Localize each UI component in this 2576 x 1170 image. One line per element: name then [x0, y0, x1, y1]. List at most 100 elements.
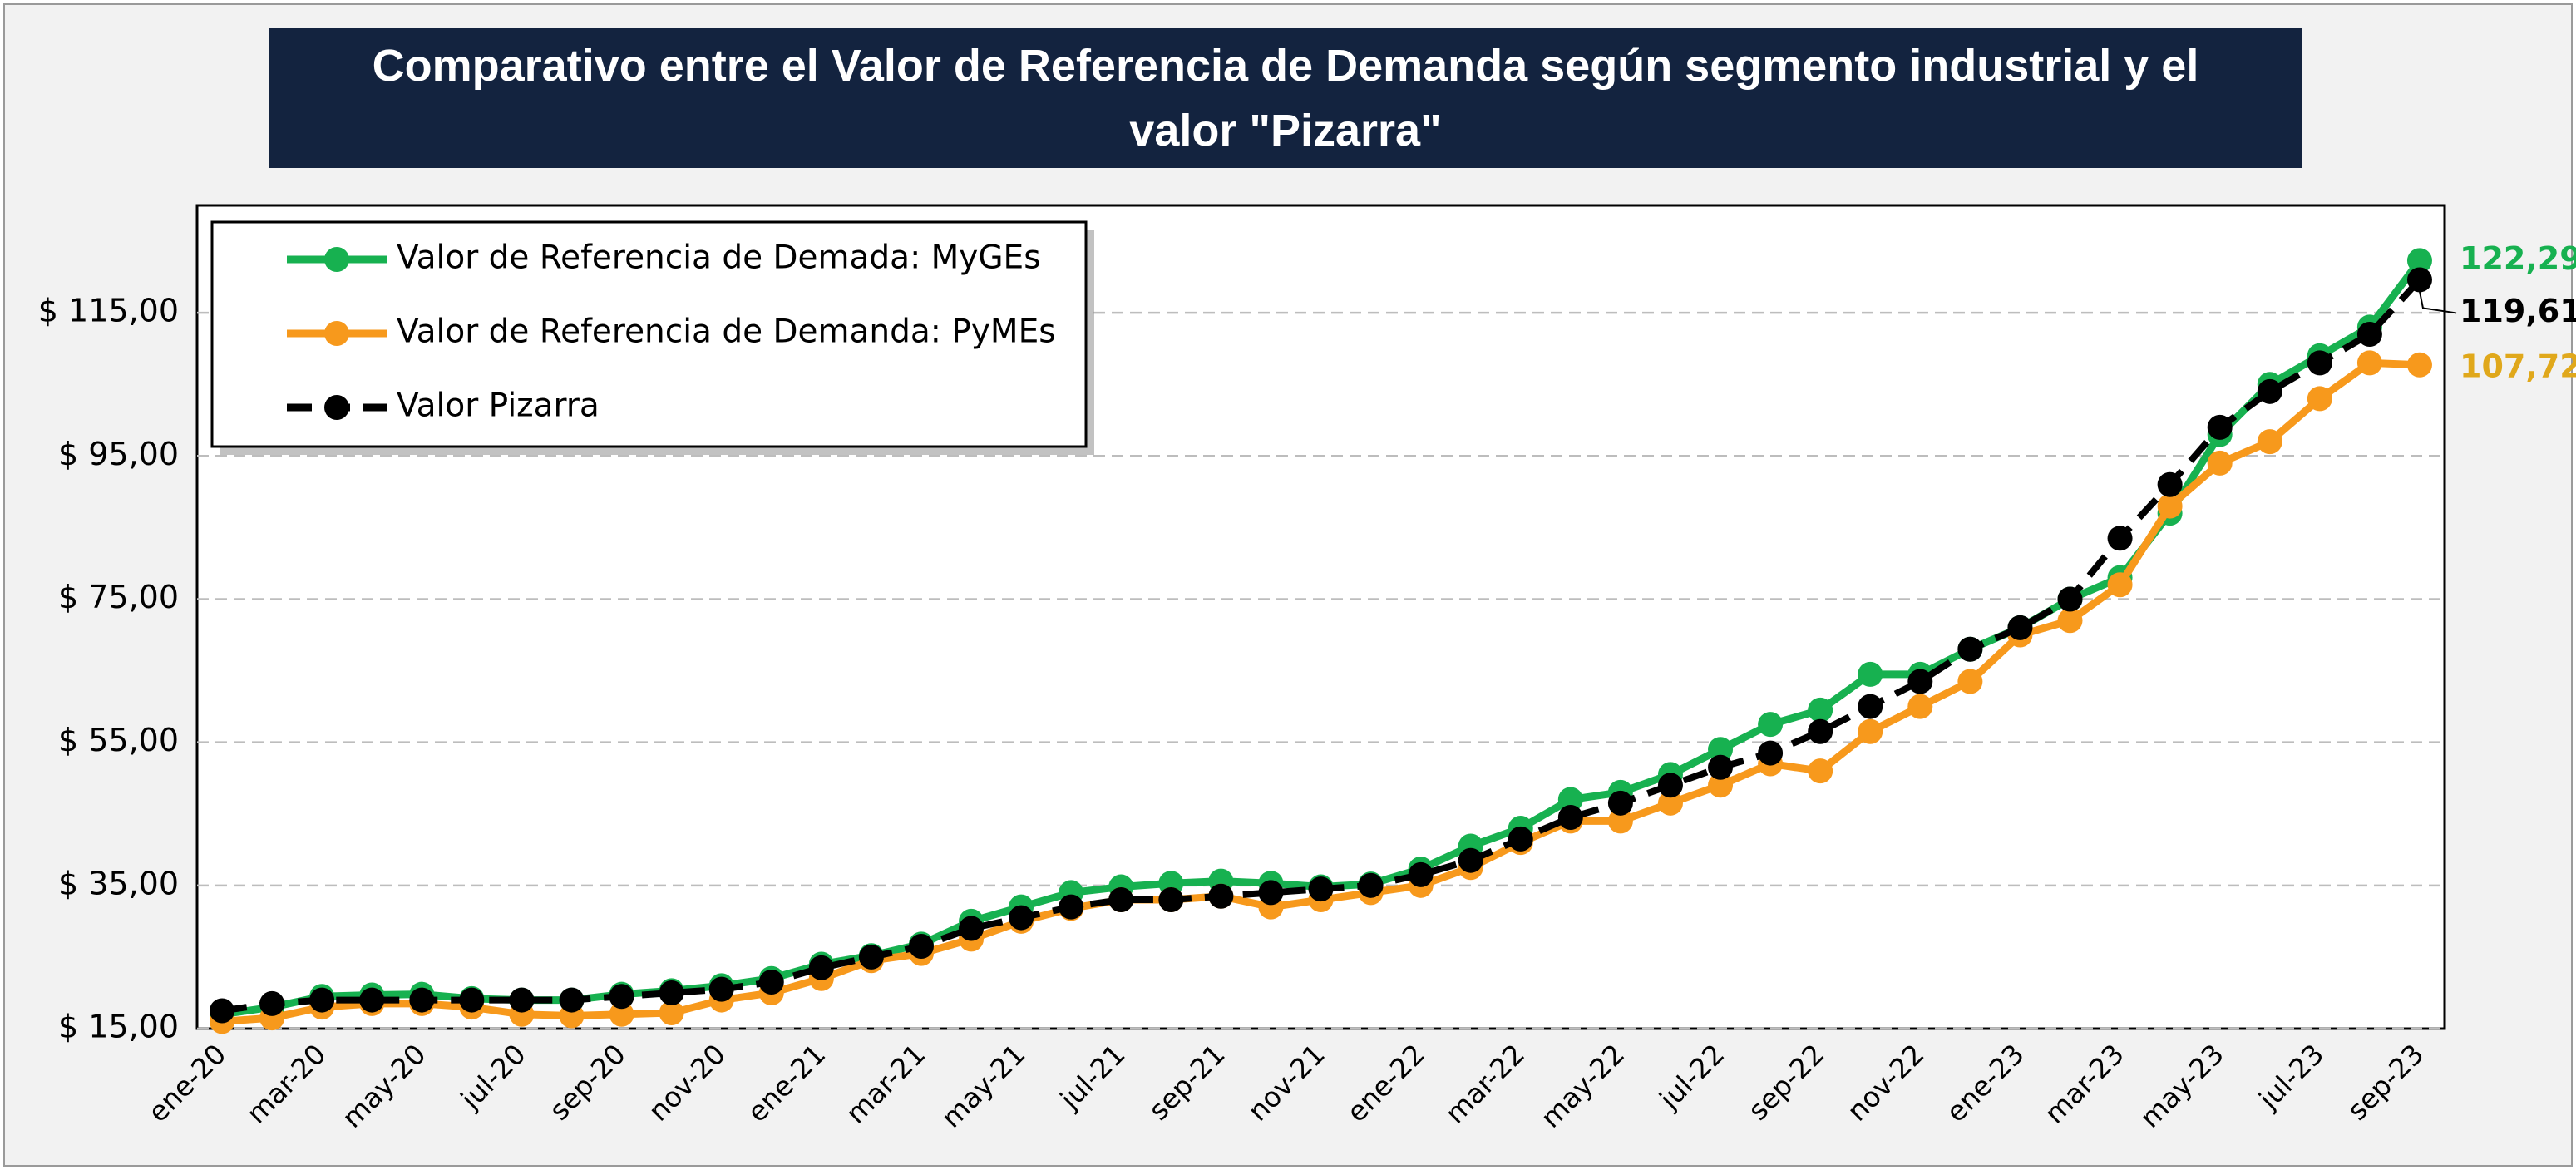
data-point	[1208, 883, 1234, 909]
data-point	[1508, 826, 1533, 852]
x-tick-label: ene-20	[141, 1038, 232, 1128]
x-tick-label: may-23	[2134, 1038, 2230, 1134]
data-point	[1957, 669, 1983, 694]
data-point	[1557, 805, 1583, 831]
x-tick-label: jul-22	[1652, 1038, 1730, 1116]
y-tick-label: $ 55,00	[58, 722, 179, 758]
x-tick-label: may-20	[336, 1038, 432, 1134]
data-point	[858, 944, 884, 970]
data-point	[1158, 887, 1184, 913]
data-point	[1458, 847, 1483, 873]
data-point	[659, 980, 684, 1005]
x-tick-label: jul-20	[454, 1038, 532, 1116]
data-point	[1808, 697, 1833, 723]
data-point	[2057, 608, 2083, 634]
x-tick-label: may-22	[1534, 1038, 1631, 1134]
data-point	[1858, 661, 1883, 687]
x-tick-label: ene-22	[1340, 1038, 1431, 1128]
data-point	[1708, 737, 1734, 763]
legend-label: Valor de Referencia de Demanda: PyMEs	[397, 313, 1056, 351]
data-point	[908, 934, 934, 959]
data-point	[1957, 636, 1983, 662]
data-point	[808, 955, 834, 980]
x-tick-label: nov-22	[1841, 1038, 1931, 1128]
data-point	[559, 987, 585, 1013]
data-point	[1108, 887, 1134, 913]
data-point	[2406, 352, 2432, 378]
data-point	[459, 987, 485, 1013]
leader-line	[2418, 291, 2457, 314]
data-point	[509, 987, 535, 1013]
x-tick-label: sep-22	[1742, 1038, 1831, 1127]
data-point	[2257, 429, 2282, 455]
x-tick-label: sep-20	[543, 1038, 632, 1127]
data-point	[758, 970, 784, 995]
data-point	[1657, 773, 1683, 798]
x-tick-label: ene-21	[741, 1038, 832, 1128]
data-point	[1907, 669, 1933, 694]
legend-marker	[324, 247, 349, 272]
x-tick-label: mar-21	[840, 1038, 932, 1130]
data-point	[1059, 894, 1084, 920]
data-point	[1808, 718, 1833, 744]
data-point	[659, 1000, 684, 1026]
legend-label: Valor de Referencia de Demada: MyGEs	[397, 239, 1041, 277]
data-point	[2107, 526, 2133, 551]
data-point	[1907, 694, 1933, 719]
y-tick-label: $ 95,00	[58, 436, 179, 472]
x-tick-label: jul-21	[1053, 1038, 1131, 1116]
data-label: 122,29	[2460, 240, 2576, 277]
y-tick-label: $ 35,00	[58, 865, 179, 901]
data-point	[1607, 790, 1633, 816]
x-tick-label: sep-23	[2341, 1038, 2430, 1127]
x-tick-label: ene-23	[1940, 1038, 2031, 1128]
data-point	[609, 984, 634, 1010]
data-point	[1808, 758, 1833, 784]
data-point	[2007, 615, 2033, 640]
data-point	[309, 987, 335, 1013]
data-point	[1607, 808, 1633, 834]
x-tick-label: mar-23	[2038, 1038, 2130, 1130]
y-tick-label: $ 75,00	[58, 579, 179, 615]
x-tick-label: mar-20	[240, 1038, 333, 1130]
data-point	[210, 998, 235, 1024]
data-point	[1758, 712, 1784, 738]
x-tick-label: nov-20	[642, 1038, 732, 1128]
y-tick-label: $ 15,00	[58, 1009, 179, 1045]
chart-title: Comparativo entre el Valor de Referencia…	[269, 28, 2302, 168]
data-point	[2107, 572, 2133, 598]
data-point	[1708, 773, 1734, 798]
data-point	[2157, 471, 2183, 497]
data-point	[2307, 386, 2332, 412]
data-point	[2207, 450, 2233, 476]
data-point	[1009, 905, 1034, 931]
x-tick-label: may-21	[935, 1038, 1031, 1134]
data-point	[2356, 350, 2382, 376]
data-point	[609, 1001, 634, 1027]
data-point	[1858, 718, 1883, 744]
data-point	[359, 987, 385, 1013]
y-tick-label: $ 115,00	[38, 293, 179, 329]
data-point	[1858, 694, 1883, 719]
data-point	[1657, 790, 1683, 816]
data-point	[1408, 861, 1434, 887]
data-point	[259, 990, 285, 1016]
legend-label: Valor Pizarra	[397, 388, 600, 425]
data-point	[1557, 787, 1583, 812]
x-tick-label: mar-22	[1439, 1038, 1531, 1130]
data-point	[2356, 321, 2382, 347]
data-point	[708, 976, 734, 1002]
legend-marker	[324, 321, 349, 346]
data-point	[2057, 586, 2083, 612]
data-point	[1358, 872, 1384, 898]
data-point	[1308, 876, 1334, 902]
data-label: 119,61	[2460, 293, 2576, 329]
data-label: 107,72	[2460, 348, 2576, 384]
data-point	[2207, 414, 2233, 440]
data-point	[2406, 248, 2432, 274]
data-point	[959, 916, 985, 941]
data-point	[1758, 740, 1784, 766]
legend-marker	[324, 395, 349, 420]
data-point	[2307, 350, 2332, 376]
